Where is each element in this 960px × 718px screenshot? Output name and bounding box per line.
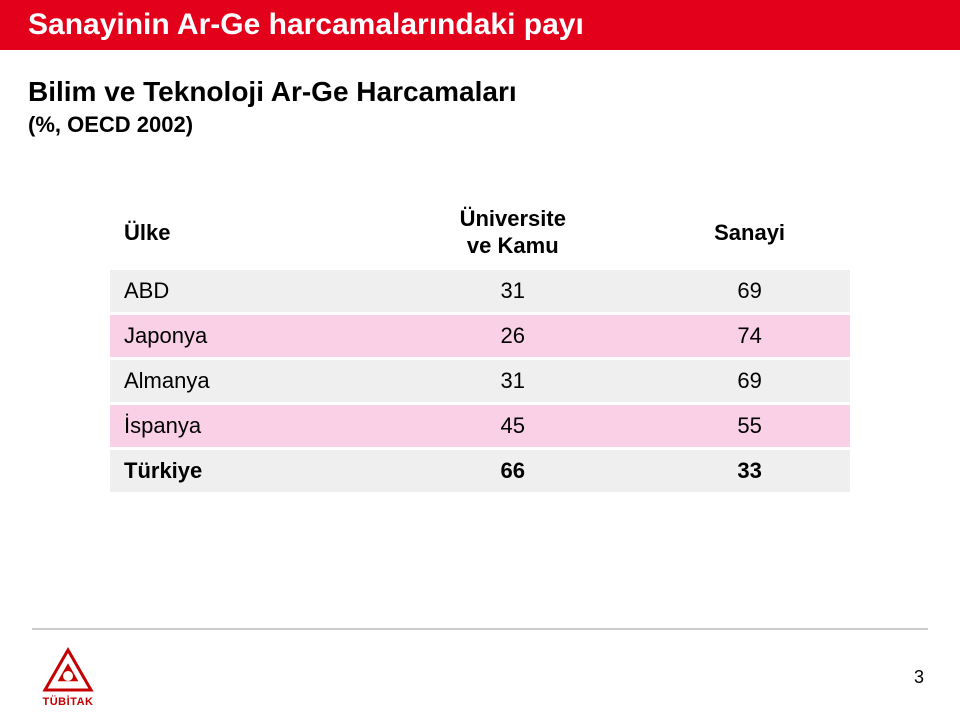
table-row: Türkiye6633 [110, 449, 850, 494]
table-header-row: Ülke Üniversite ve Kamu Sanayi [110, 198, 850, 268]
cell-country: Almanya [110, 359, 376, 404]
cell-univ-public: 31 [376, 359, 649, 404]
cell-univ-public: 31 [376, 269, 649, 314]
table-body: ABD3169Japonya2674Almanya3169İspanya4555… [110, 269, 850, 494]
tubitak-logo: TÜBİTAK [34, 646, 102, 708]
subtitle-block: Bilim ve Teknoloji Ar-Ge Harcamaları (%,… [0, 50, 960, 138]
subtitle-line2: (%, OECD 2002) [28, 112, 932, 138]
data-table: Ülke Üniversite ve Kamu Sanayi ABD3169Ja… [110, 198, 850, 495]
cell-industry: 69 [649, 359, 850, 404]
footer-divider [32, 628, 928, 630]
cell-country: ABD [110, 269, 376, 314]
cell-country: İspanya [110, 404, 376, 449]
tubitak-logo-text: TÜBİTAK [34, 696, 102, 708]
cell-industry: 69 [649, 269, 850, 314]
table-head: Ülke Üniversite ve Kamu Sanayi [110, 198, 850, 268]
table-container: Ülke Üniversite ve Kamu Sanayi ABD3169Ja… [0, 198, 960, 495]
col-header-univ-public-line1: Üniversite [460, 206, 566, 231]
cell-univ-public: 45 [376, 404, 649, 449]
cell-industry: 55 [649, 404, 850, 449]
subtitle-line1: Bilim ve Teknoloji Ar-Ge Harcamaları [28, 74, 932, 110]
table-row: Almanya3169 [110, 359, 850, 404]
cell-industry: 74 [649, 314, 850, 359]
cell-country: Türkiye [110, 449, 376, 494]
table-row: ABD3169 [110, 269, 850, 314]
tubitak-logo-icon [41, 646, 95, 694]
cell-industry: 33 [649, 449, 850, 494]
cell-univ-public: 66 [376, 449, 649, 494]
table-row: İspanya4555 [110, 404, 850, 449]
slide-footer: TÜBİTAK 3 [0, 628, 960, 718]
slide-header: Sanayinin Ar-Ge harcamalarındaki payı [0, 0, 960, 50]
table-row: Japonya2674 [110, 314, 850, 359]
cell-country: Japonya [110, 314, 376, 359]
col-header-country: Ülke [110, 198, 376, 268]
col-header-industry: Sanayi [649, 198, 850, 268]
col-header-univ-public-line2: ve Kamu [467, 233, 559, 258]
col-header-univ-public: Üniversite ve Kamu [376, 198, 649, 268]
page-number: 3 [914, 667, 924, 688]
slide-title: Sanayinin Ar-Ge harcamalarındaki payı [28, 8, 584, 42]
cell-univ-public: 26 [376, 314, 649, 359]
